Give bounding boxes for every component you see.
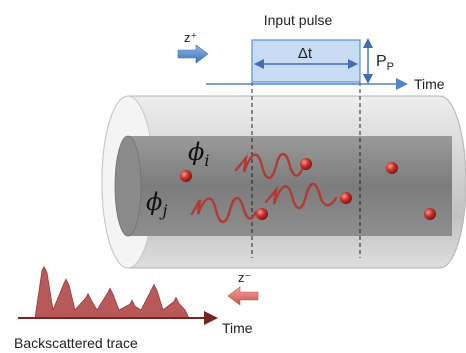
sphere-icon [180,170,192,182]
time-axis-top-arrowhead [396,78,408,90]
fiber-core-end [114,135,142,237]
input-pulse [251,39,361,83]
sphere-icon [340,192,352,204]
trace-time-axis-arrowhead [204,311,218,325]
input-pulse-label: Input pulse [264,12,333,28]
backscattered-trace-label: Backscattered trace [14,335,138,351]
pp-label: PP [376,53,394,73]
optical-fiber [101,95,466,269]
scatterers [180,158,436,220]
z-minus-label: z⁻ [238,270,251,285]
delta-t-label: Δt [298,45,313,62]
wave-phi-j-2 [264,182,338,210]
pp-arrowhead-down [363,74,373,84]
pp-arrowhead-up [363,38,373,48]
wave-phi-j-1 [190,196,258,224]
time-label-top: Time [414,76,445,92]
time-label-bottom: Time [222,320,253,336]
phi-i-label: ϕi [188,138,209,170]
sphere-icon [300,158,312,170]
sphere-icon [256,208,268,220]
backscatter-waves [190,152,338,224]
fiber-core [128,136,452,236]
sphere-icon [424,208,436,220]
z-minus-arrow-icon [227,286,259,306]
sphere-icon [386,162,398,174]
delta-t-arrowhead-right [348,59,358,69]
delta-t-arrowhead-left [254,59,264,69]
trace-peaks [34,265,190,319]
fiber-right-edge [440,96,466,268]
backscattered-trace: Time Backscattered trace [14,265,253,351]
z-plus-label: z⁺ [184,30,197,45]
z-plus-arrow-icon [177,44,209,64]
phi-j-label: ϕj [146,188,167,220]
wave-phi-i [234,152,306,180]
